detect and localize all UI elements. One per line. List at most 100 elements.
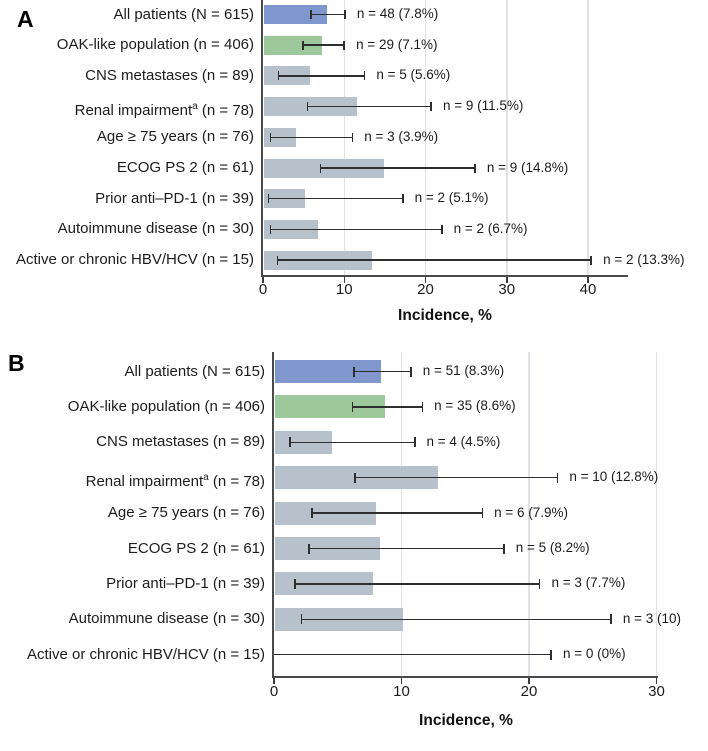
bar-value-label: n = 6 (7.9%) <box>494 504 569 520</box>
bar-value-label: n = 9 (11.5%) <box>443 98 524 114</box>
error-bar-line <box>300 618 612 621</box>
error-bar-cap-low <box>354 472 356 483</box>
error-bar-cap-high <box>550 649 552 660</box>
bar <box>275 395 385 419</box>
x-tick-label: 0 <box>269 683 279 700</box>
error-bar-cap-low <box>302 40 304 50</box>
error-bar-cap-high <box>503 543 505 554</box>
error-bar-cap-high <box>343 40 346 50</box>
bar-value-label: n = 2 (13.3%) <box>603 251 685 267</box>
error-bar-cap-low <box>351 401 354 412</box>
error-bar-line <box>269 136 354 139</box>
error-bar-line <box>310 512 484 514</box>
error-bar-cap-low <box>277 71 280 81</box>
error-bar-line <box>302 44 346 46</box>
error-bar-line <box>308 547 505 550</box>
x-tick-label: 30 <box>648 683 665 700</box>
gridline-10 <box>400 352 403 676</box>
error-bar-line <box>274 653 552 656</box>
x-tick-label: 20 <box>417 281 434 298</box>
bar-value-label: n = 9 (14.8%) <box>486 159 569 175</box>
x-tick-mark <box>262 277 264 283</box>
gridline-30 <box>655 352 658 676</box>
category-label: CNS metastases (n = 89) <box>96 433 265 451</box>
error-bar-cap-low <box>267 194 270 204</box>
x-tick-label: 20 <box>520 683 538 700</box>
error-bar-cap-high <box>421 401 424 412</box>
error-bar-line <box>294 583 541 585</box>
error-bar-line <box>277 75 366 77</box>
error-bar-line <box>289 441 416 444</box>
error-bar-cap-high <box>401 194 404 204</box>
error-bar-cap-low <box>300 614 303 625</box>
bar-value-label: n = 3 (10) <box>622 610 682 626</box>
bar-value-label: n = 29 (7.1%) <box>356 36 438 52</box>
error-bar-line <box>269 228 443 231</box>
error-bar-cap-low <box>269 224 272 234</box>
error-bar-cap-high <box>363 71 366 81</box>
bar-value-label: n = 5 (5.6%) <box>376 67 451 83</box>
error-bar-cap-high <box>410 366 412 377</box>
panel-a-letter: A <box>17 6 34 32</box>
error-bar-cap-low <box>289 437 291 448</box>
category-label: OAK-like population (n = 406) <box>56 36 254 54</box>
bar-value-label: n = 3 (3.9%) <box>364 128 439 144</box>
category-label: Age ≥ 75 years (n = 76) <box>96 128 254 146</box>
x-axis-line <box>261 275 628 277</box>
error-bar-cap-high <box>538 578 541 589</box>
error-bar-cap-high <box>413 437 416 448</box>
error-bar-line <box>310 13 346 16</box>
error-bar-cap-low <box>310 10 312 19</box>
bar-value-label: n = 4 (4.5%) <box>426 433 501 449</box>
panel-b-xaxis-title: Incidence, % <box>419 712 513 729</box>
category-label: Active or chronic HBV/HCV (n = 15) <box>26 645 265 663</box>
y-axis-line <box>261 0 263 277</box>
x-tick-mark <box>273 678 275 684</box>
bar-value-label: n = 2 (5.1%) <box>414 190 489 206</box>
category-label: Prior anti–PD-1 (n = 39) <box>95 189 254 207</box>
category-label: All patients (N = 615) <box>113 5 255 23</box>
x-axis-line <box>272 676 658 678</box>
error-bar-line <box>354 476 559 479</box>
error-bar-line <box>267 197 404 200</box>
error-bar-cap-high <box>556 472 559 483</box>
y-axis-line <box>272 352 274 678</box>
bar-value-label: n = 5 (8.2%) <box>515 540 590 555</box>
bar-value-label: n = 0 (0%) <box>562 646 626 662</box>
error-bar-cap-low <box>353 366 355 377</box>
error-bar-cap-high <box>440 224 443 234</box>
category-label: ECOG PS 2 (n = 61) <box>116 159 254 176</box>
error-bar-cap-low <box>319 163 322 173</box>
error-bar-cap-high <box>481 508 484 519</box>
error-bar-cap-high <box>590 255 593 265</box>
x-tick-mark <box>506 277 508 283</box>
gridline-40 <box>587 0 589 275</box>
error-bar-line <box>351 406 424 408</box>
error-bar-cap-high <box>351 132 354 142</box>
category-label: Autoimmune disease (n = 30) <box>68 610 265 628</box>
category-label: Renal impairmenta (n = 78) <box>74 100 254 119</box>
bar-value-label: n = 48 (7.8%) <box>356 6 439 21</box>
bar-value-label: n = 10 (12.8%) <box>569 469 659 485</box>
error-bar-cap-high <box>610 614 612 625</box>
bar <box>275 360 381 383</box>
category-label: Autoimmune disease (n = 30) <box>57 220 254 238</box>
x-tick-mark <box>343 277 345 283</box>
category-label: Age ≥ 75 years (n = 76) <box>107 504 265 522</box>
x-tick-mark <box>655 678 658 684</box>
x-tick-label: 30 <box>498 281 516 298</box>
bar <box>264 35 322 55</box>
category-label: Renal impairmenta (n = 78) <box>85 471 265 490</box>
category-label: Active or chronic HBV/HCV (n = 15) <box>15 251 254 269</box>
error-bar-cap-low <box>306 102 309 112</box>
x-tick-label: 0 <box>258 281 268 298</box>
x-tick-mark <box>424 277 427 283</box>
error-bar-line <box>276 259 593 261</box>
panel-a-xaxis-title: Incidence, % <box>398 307 492 324</box>
category-label: All patients (N = 615) <box>124 362 266 380</box>
error-bar-line <box>353 370 412 373</box>
x-tick-mark <box>587 277 589 283</box>
x-tick-mark <box>528 678 530 684</box>
bar-value-label: n = 51 (8.3%) <box>422 363 505 378</box>
